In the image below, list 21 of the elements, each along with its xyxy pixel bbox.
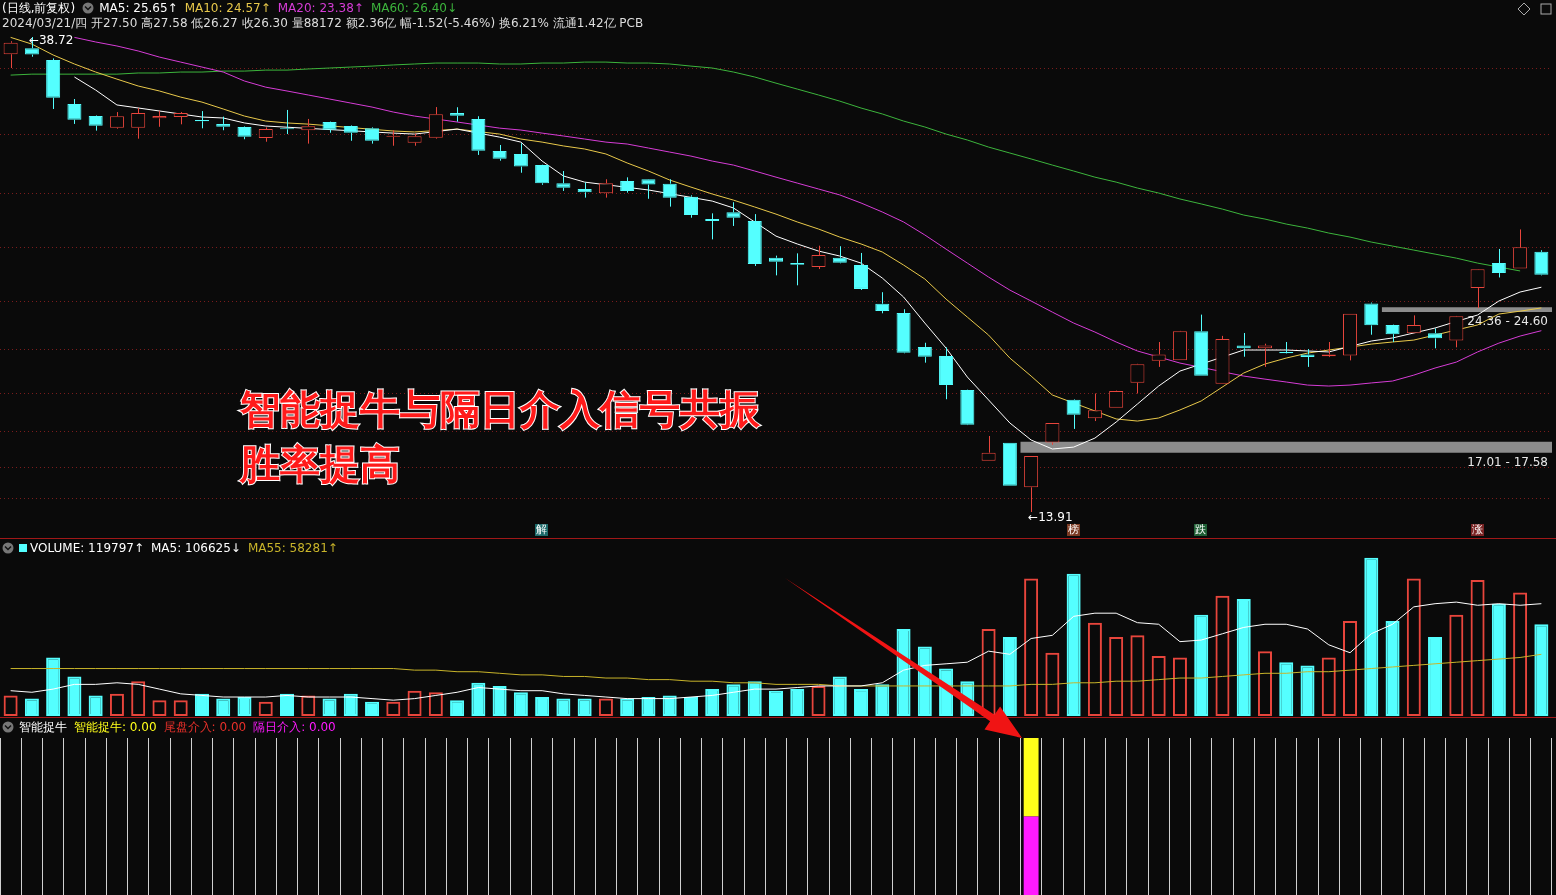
chart-title: 智能捉牛 xyxy=(19,720,67,734)
text: 榜 xyxy=(1066,523,1080,536)
text: 智能捉牛: 0.00 xyxy=(74,720,157,734)
band-label: 17.01 - 17.58 xyxy=(1467,454,1548,469)
text: 涨 xyxy=(1470,523,1484,536)
annotation: ←13.91 xyxy=(1028,510,1073,525)
text: MA5: 25.65↑ xyxy=(99,1,178,15)
annotation: 智能捉牛与隔日介入信号共振 xyxy=(240,386,760,432)
chart-title: (日线,前复权) xyxy=(2,1,76,15)
text: MA10: 24.57↑ xyxy=(184,1,271,15)
text: MA60: 26.40↓ xyxy=(370,1,457,15)
text: MA5: 106625↓ xyxy=(150,541,241,555)
text: MA55: 58281↑ xyxy=(247,541,338,555)
text: 跌 xyxy=(1194,523,1208,536)
legend-label: VOLUME: 119797↑ xyxy=(30,541,144,555)
legend-label: 尾盘介入: 0.00 xyxy=(163,720,247,734)
text: MA20: 23.38↑ xyxy=(277,1,364,15)
chart-subtitle: 2024/03/21/四 开27.50 高27.58 低26.27 收26.30 量88172 额2.36亿 幅-1.52(-5.46%) 换6.21% 流通1.42亿 PCB xyxy=(2,16,644,30)
text: 隔日介入: 0.00 xyxy=(253,720,336,734)
text: 解 xyxy=(535,523,549,536)
annotation: 胜率提高 xyxy=(240,441,400,487)
